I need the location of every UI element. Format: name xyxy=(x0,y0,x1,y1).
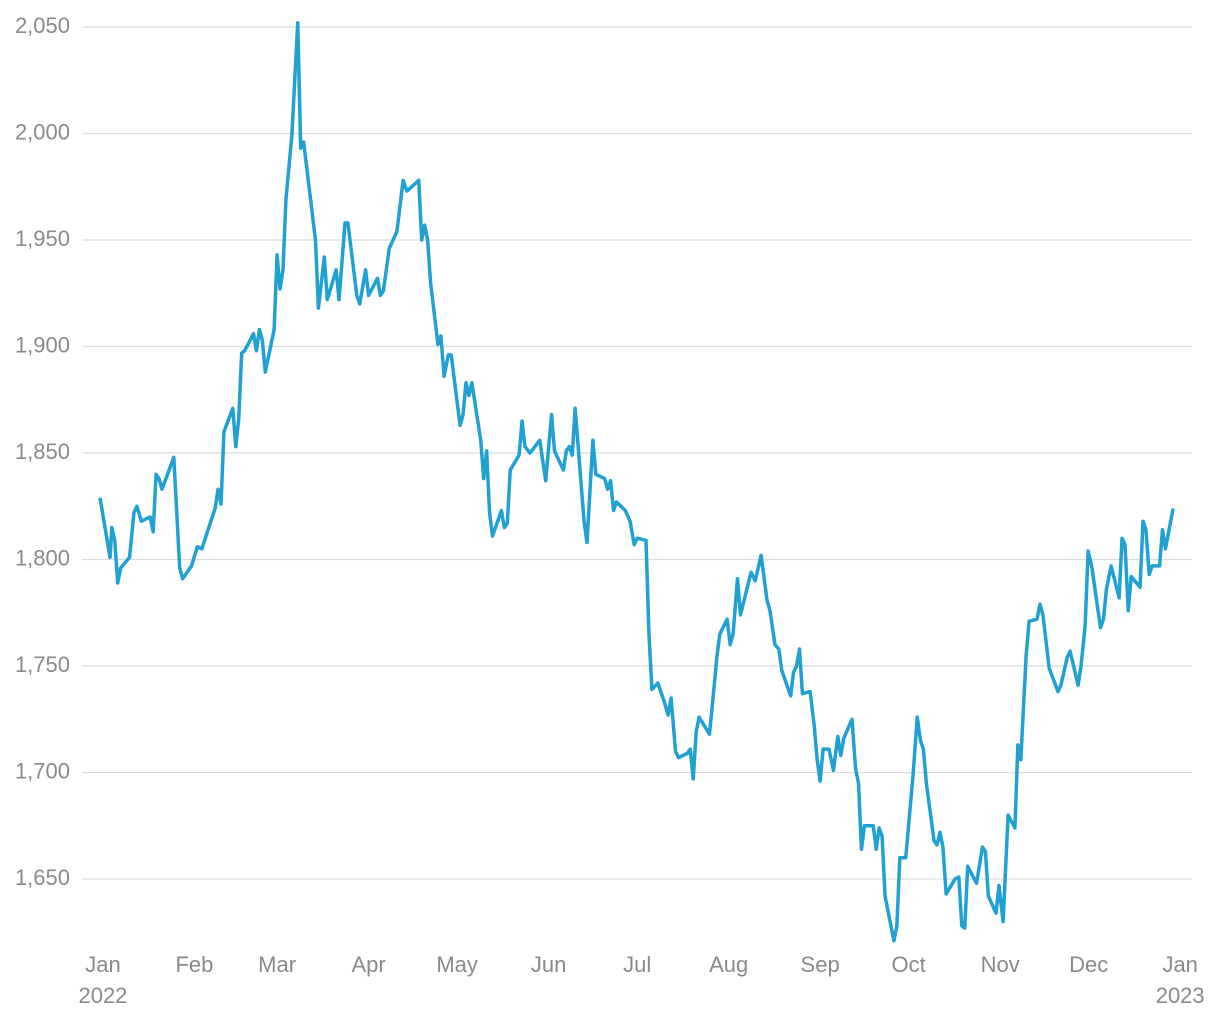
x-tick-label: Apr xyxy=(351,952,385,977)
x-year-label: 2023 xyxy=(1156,983,1205,1008)
y-tick-label: 2,050 xyxy=(15,13,70,38)
y-tick-label: 1,900 xyxy=(15,332,70,357)
x-tick-label: Jul xyxy=(623,952,651,977)
price-line xyxy=(98,20,1175,943)
x-tick-label: Jan xyxy=(1162,952,1197,977)
x-tick-label: Jun xyxy=(531,952,566,977)
x-tick-label: May xyxy=(436,952,478,977)
x-year-label: 2022 xyxy=(78,983,127,1008)
x-tick-label: Feb xyxy=(175,952,213,977)
y-tick-label: 1,650 xyxy=(15,865,70,890)
y-tick-label: 2,000 xyxy=(15,119,70,144)
x-tick-label: Aug xyxy=(709,952,748,977)
x-tick-label: Jan xyxy=(85,952,120,977)
y-tick-label: 1,750 xyxy=(15,652,70,677)
x-tick-label: Oct xyxy=(892,952,926,977)
y-tick-label: 1,950 xyxy=(15,226,70,251)
y-tick-label: 1,700 xyxy=(15,758,70,783)
x-tick-label: Sep xyxy=(801,952,840,977)
y-tick-label: 1,800 xyxy=(15,545,70,570)
x-tick-label: Dec xyxy=(1069,952,1108,977)
x-tick-label: Nov xyxy=(981,952,1020,977)
x-tick-label: Mar xyxy=(258,952,296,977)
y-tick-label: 1,850 xyxy=(15,439,70,464)
